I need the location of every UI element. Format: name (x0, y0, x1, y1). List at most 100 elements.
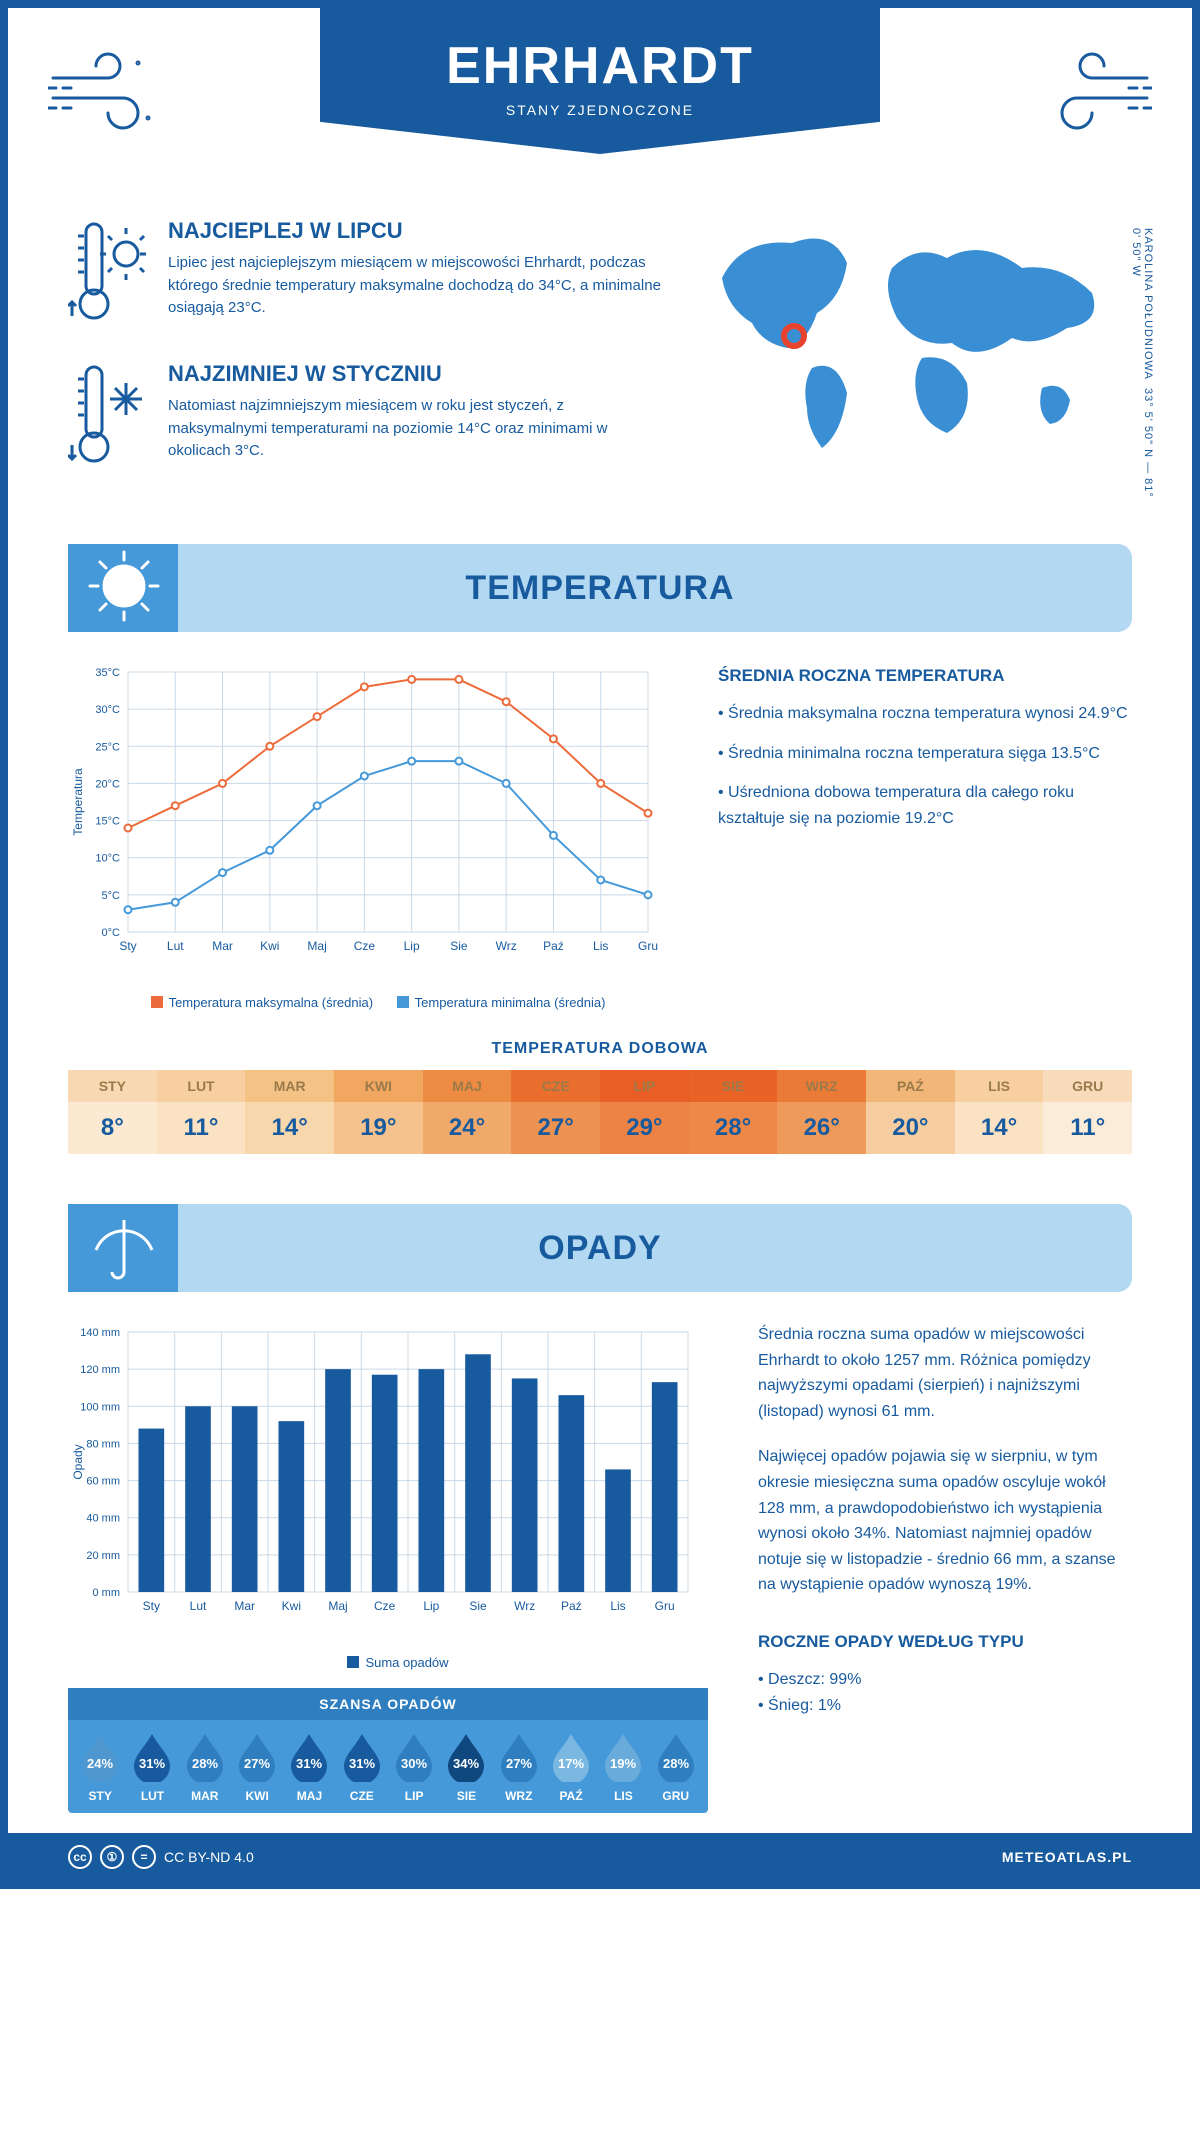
world-map: KAROLINA POŁUDNIOWA 33° 5' 50" N — 81° 0… (702, 218, 1132, 504)
footer: cc ① = CC BY-ND 4.0 METEOATLAS.PL (8, 1833, 1192, 1881)
svg-text:Paź: Paź (561, 1599, 582, 1613)
temp-legend: Temperatura maksymalna (średnia) Tempera… (68, 995, 668, 1010)
svg-text:28%: 28% (192, 1756, 218, 1771)
daily-cell: WRZ26° (777, 1070, 866, 1154)
daily-cell: SIE28° (689, 1070, 778, 1154)
license: cc ① = CC BY-ND 4.0 (68, 1845, 254, 1869)
daily-cell: PAŹ20° (866, 1070, 955, 1154)
svg-text:28%: 28% (663, 1756, 689, 1771)
svg-text:34%: 34% (453, 1756, 479, 1771)
daily-cell: LUT11° (157, 1070, 246, 1154)
daily-cell: LIS14° (955, 1070, 1044, 1154)
svg-text:Gru: Gru (655, 1599, 675, 1613)
svg-text:Paź: Paź (543, 939, 564, 953)
svg-text:0 mm: 0 mm (93, 1587, 121, 1599)
svg-text:5°C: 5°C (102, 890, 121, 902)
precipitation-bar-chart: 0 mm 20 mm 40 mm 60 mm 80 mm 100 mm 120 mm 140 … (68, 1322, 708, 1813)
city-title: EHRHARDT (320, 36, 880, 96)
svg-text:Wrz: Wrz (496, 939, 517, 953)
warmest-text: Lipiec jest najcieplejszym miesiącem w m… (168, 252, 662, 320)
rain-chance-drop: 19%LIS (601, 1730, 645, 1803)
svg-text:25°C: 25°C (95, 741, 120, 753)
svg-text:Sty: Sty (119, 939, 136, 953)
temperature-line-chart: 0°C5°C10°C15°C20°C25°C30°C35°CStyLutMarK… (68, 662, 668, 1010)
svg-text:10°C: 10°C (95, 853, 120, 865)
daily-temp-table: STY8°LUT11°MAR14°KWI19°MAJ24°CZE27°LIP29… (68, 1070, 1132, 1154)
svg-text:Kwi: Kwi (260, 939, 279, 953)
thermometer-hot-icon (68, 218, 148, 333)
svg-text:Mar: Mar (234, 1599, 255, 1613)
svg-text:Kwi: Kwi (282, 1599, 301, 1613)
rain-chance-drop: 28%GRU (654, 1730, 698, 1803)
wind-icon (1032, 48, 1152, 143)
daily-cell: MAJ24° (423, 1070, 512, 1154)
svg-text:Cze: Cze (374, 1599, 396, 1613)
svg-text:31%: 31% (139, 1756, 165, 1771)
wind-icon (48, 48, 168, 143)
svg-text:19%: 19% (610, 1756, 636, 1771)
svg-text:Mar: Mar (212, 939, 233, 953)
warmest-block: NAJCIEPLEJ W LIPCU Lipiec jest najcieple… (68, 218, 662, 333)
svg-text:80 mm: 80 mm (86, 1438, 120, 1450)
precipitation-section-header: OPADY (68, 1204, 1132, 1292)
svg-text:15°C: 15°C (95, 816, 120, 828)
coldest-text: Natomiast najzimniejszym miesiącem w rok… (168, 395, 662, 463)
rain-chance-drop: 17%PAŹ (549, 1730, 593, 1803)
svg-text:Sie: Sie (469, 1599, 487, 1613)
country-subtitle: STANY ZJEDNOCZONE (320, 102, 880, 118)
daily-cell: CZE27° (511, 1070, 600, 1154)
rain-chance-drop: 34%SIE (444, 1730, 488, 1803)
daily-temp-title: TEMPERATURA DOBOWA (68, 1040, 1132, 1058)
svg-text:17%: 17% (558, 1756, 584, 1771)
site-name: METEOATLAS.PL (1002, 1849, 1132, 1865)
svg-text:40 mm: 40 mm (86, 1513, 120, 1525)
svg-text:Lip: Lip (423, 1599, 439, 1613)
svg-text:27%: 27% (506, 1756, 532, 1771)
temperature-title: TEMPERATURA (465, 569, 734, 608)
svg-text:24%: 24% (87, 1756, 113, 1771)
svg-text:100 mm: 100 mm (80, 1401, 120, 1413)
cc-icon: cc (68, 1845, 92, 1869)
svg-text:20°C: 20°C (95, 778, 120, 790)
by-icon: ① (100, 1845, 124, 1869)
title-ribbon: EHRHARDT STANY ZJEDNOCZONE (320, 8, 880, 154)
svg-text:Cze: Cze (354, 939, 376, 953)
svg-text:Lip: Lip (404, 939, 420, 953)
temperature-summary: ŚREDNIA ROCZNA TEMPERATURA • Średnia mak… (718, 662, 1132, 1010)
rain-legend: Suma opadów (68, 1655, 708, 1670)
temperature-section-header: TEMPERATURA (68, 544, 1132, 632)
header: EHRHARDT STANY ZJEDNOCZONE (8, 8, 1192, 188)
rain-chance-drop: 27%KWI (235, 1730, 279, 1803)
svg-text:20 mm: 20 mm (86, 1550, 120, 1562)
svg-text:60 mm: 60 mm (86, 1476, 120, 1488)
svg-text:Lut: Lut (190, 1599, 207, 1613)
coordinates: KAROLINA POŁUDNIOWA 33° 5' 50" N — 81° 0… (1130, 228, 1154, 504)
daily-cell: GRU11° (1043, 1070, 1132, 1154)
precipitation-title: OPADY (538, 1229, 661, 1268)
rain-chance-drop: 31%LUT (130, 1730, 174, 1803)
svg-text:31%: 31% (296, 1756, 322, 1771)
svg-text:Opady: Opady (71, 1444, 85, 1479)
coldest-block: NAJZIMNIEJ W STYCZNIU Natomiast najzimni… (68, 361, 662, 476)
svg-text:27%: 27% (244, 1756, 270, 1771)
svg-text:Temperatura: Temperatura (71, 768, 85, 836)
svg-text:120 mm: 120 mm (80, 1364, 120, 1376)
svg-text:Sie: Sie (450, 939, 468, 953)
svg-text:Maj: Maj (307, 939, 326, 953)
svg-text:31%: 31% (349, 1756, 375, 1771)
rain-chance-panel: SZANSA OPADÓW 24%STY31%LUT28%MAR27%KWI31… (68, 1688, 708, 1813)
svg-text:Lis: Lis (610, 1599, 625, 1613)
svg-text:Wrz: Wrz (514, 1599, 535, 1613)
svg-text:30%: 30% (401, 1756, 427, 1771)
svg-text:Lut: Lut (167, 939, 184, 953)
nd-icon: = (132, 1845, 156, 1869)
svg-text:0°C: 0°C (102, 927, 121, 939)
warmest-title: NAJCIEPLEJ W LIPCU (168, 218, 662, 244)
svg-text:Gru: Gru (638, 939, 658, 953)
daily-cell: LIP29° (600, 1070, 689, 1154)
svg-text:140 mm: 140 mm (80, 1327, 120, 1339)
precipitation-summary: Średnia roczna suma opadów w miejscowośc… (758, 1322, 1132, 1813)
svg-text:Sty: Sty (143, 1599, 160, 1613)
rain-chance-drop: 24%STY (78, 1730, 122, 1803)
rain-chance-drop: 27%WRZ (497, 1730, 541, 1803)
